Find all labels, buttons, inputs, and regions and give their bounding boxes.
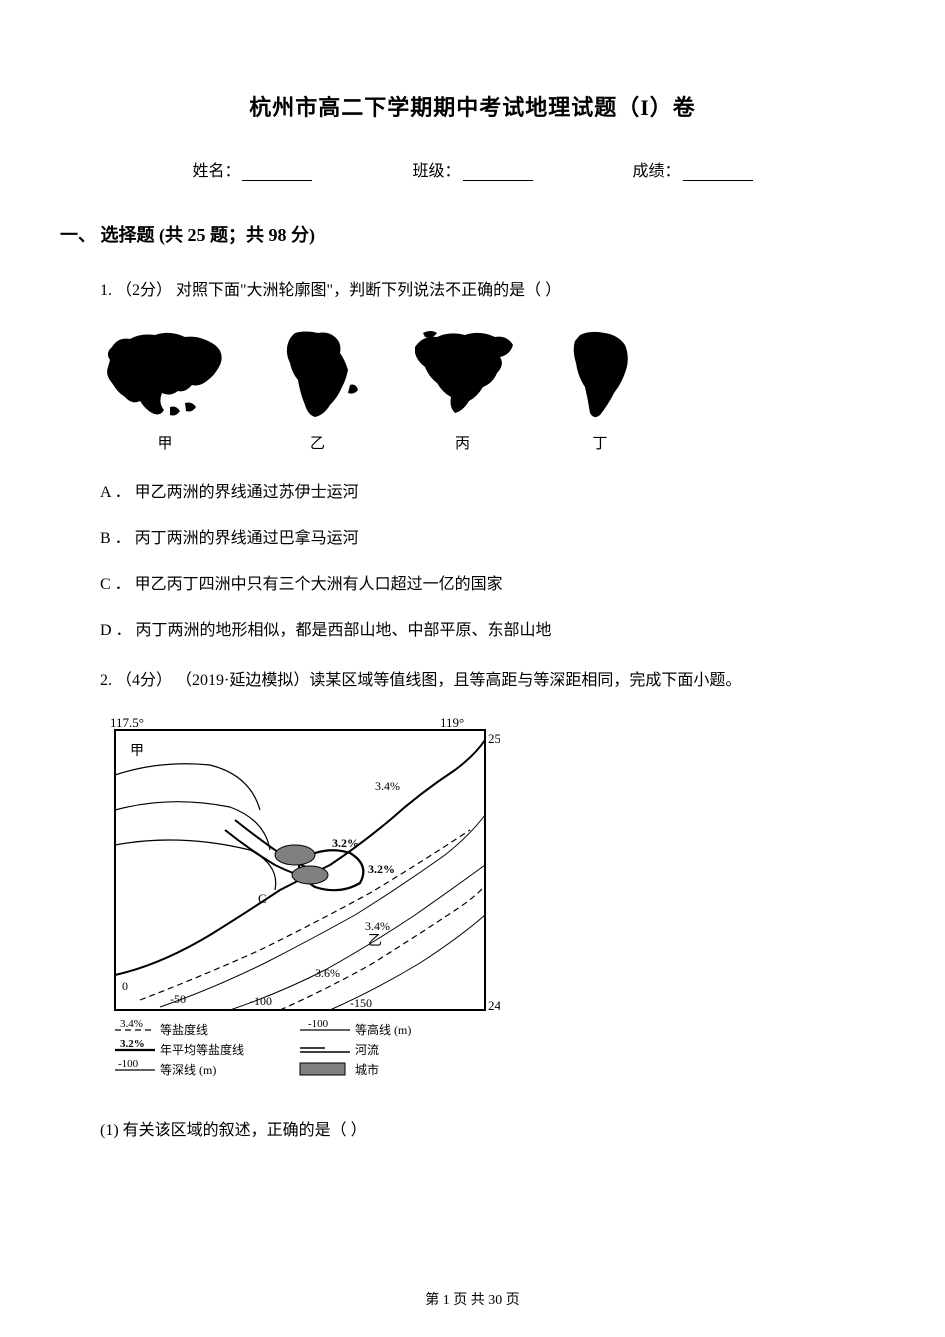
q2-map-figure: 117.5° 119° 25.5° 24° 甲 0 -50 -100 -150 … xyxy=(100,715,885,1097)
map-depth-100: -100 xyxy=(250,994,272,1008)
page-title: 杭州市高二下学期期中考试地理试题（I）卷 xyxy=(60,90,885,122)
map-depth-50: -50 xyxy=(170,992,186,1006)
q1-option-d: D ． 丙丁两洲的地形相似，都是西部山地、中部平原、东部山地 xyxy=(100,615,885,647)
q1-option-a: A ． 甲乙两洲的界线通过苏伊士运河 xyxy=(100,477,885,509)
label-ding: 丁 xyxy=(560,429,640,459)
q1-option-b: B ． 丙丁两洲的界线通过巴拿马运河 xyxy=(100,523,885,555)
map-depth-150: -150 xyxy=(350,996,372,1010)
label-bing: 丙 xyxy=(405,429,520,459)
class-field: 班级： xyxy=(412,157,532,181)
map-lon-left: 117.5° xyxy=(110,715,144,730)
continent-jia: 甲 xyxy=(100,325,230,459)
label-yi: 乙 xyxy=(270,429,365,459)
map-lat-bottom: 24° xyxy=(488,998,500,1013)
north-america-silhouette-icon xyxy=(405,325,520,425)
footer-pre: 第 xyxy=(425,1293,443,1308)
name-field: 姓名： xyxy=(192,157,312,181)
class-blank xyxy=(463,163,533,181)
score-label: 成绩： xyxy=(633,157,681,181)
legend-annual-sal: 年平均等盐度线 xyxy=(160,1042,244,1057)
legend-100b-val: -100 xyxy=(118,1058,139,1070)
legend-salinity: 等盐度线 xyxy=(160,1022,208,1037)
map-sal-34a: 3.4% xyxy=(375,779,400,793)
q1-option-c: C ． 甲乙丙丁四洲中只有三个大洲有人口超过一亿的国家 xyxy=(100,569,885,601)
q2-sub1: (1) 有关该区域的叙述，正确的是（ ） xyxy=(100,1115,885,1147)
map-sal-36: 3.6% xyxy=(315,966,340,980)
info-row: 姓名： 班级： 成绩： xyxy=(60,157,885,181)
question-1: 1. （2分） 对照下面"大洲轮廓图"，判断下列说法不正确的是（ ） 甲 乙 丙 xyxy=(100,275,885,647)
continent-yi: 乙 xyxy=(270,325,365,459)
legend-100a-val: -100 xyxy=(308,1018,329,1030)
legend-32-val: 3.2% xyxy=(120,1038,145,1050)
name-label: 姓名： xyxy=(192,157,240,181)
map-label-yi: 乙 xyxy=(368,933,382,949)
score-field: 成绩： xyxy=(633,157,753,181)
class-label: 班级： xyxy=(412,157,460,181)
map-sal-32a: 3.2% xyxy=(332,836,359,850)
map-coast-0: 0 xyxy=(122,979,128,993)
footer-total: 30 xyxy=(488,1293,502,1308)
africa-silhouette-icon xyxy=(270,325,365,425)
legend-depth: 等深线 (m) xyxy=(160,1063,216,1077)
legend-river: 河流 xyxy=(355,1043,379,1057)
footer-mid: 页 共 xyxy=(450,1293,489,1308)
map-sal-34b: 3.4% xyxy=(365,919,390,933)
footer-cur: 1 xyxy=(443,1293,450,1308)
map-label-c: C xyxy=(258,891,267,906)
map-label-jia: 甲 xyxy=(130,744,144,759)
score-blank xyxy=(683,163,753,181)
contour-map-icon: 117.5° 119° 25.5° 24° 甲 0 -50 -100 -150 … xyxy=(100,715,500,1085)
footer-post: 页 xyxy=(502,1293,520,1308)
continent-ding: 丁 xyxy=(560,325,640,459)
legend-contour-h: 等高线 (m) xyxy=(355,1022,411,1037)
map-lat-top: 25.5° xyxy=(488,731,500,746)
legend-34-val: 3.4% xyxy=(120,1018,143,1030)
name-blank xyxy=(242,163,312,181)
question-2: 2. （4分） （2019·延边模拟）读某区域等值线图，且等高距与等深距相同，完… xyxy=(100,665,885,1147)
map-lon-right: 119° xyxy=(440,715,464,730)
label-jia: 甲 xyxy=(100,429,230,459)
asia-silhouette-icon xyxy=(100,325,230,425)
continent-bing: 丙 xyxy=(405,325,520,459)
q2-stem: 2. （4分） （2019·延边模拟）读某区域等值线图，且等高距与等深距相同，完… xyxy=(100,665,885,697)
legend-city: 城市 xyxy=(355,1062,379,1077)
south-america-silhouette-icon xyxy=(560,325,640,425)
section-heading: 一、 选择题 (共 25 题；共 98 分) xyxy=(60,221,885,247)
map-legend: 3.4% 等盐度线 -100 等高线 (m) 3.2% 年平均等盐度线 河流 -… xyxy=(115,1018,411,1077)
map-sal-32b: 3.2% xyxy=(368,862,395,876)
continent-row: 甲 乙 丙 丁 xyxy=(100,325,885,459)
page-footer: 第 1 页 共 30 页 xyxy=(0,1289,945,1309)
q1-stem: 1. （2分） 对照下面"大洲轮廓图"，判断下列说法不正确的是（ ） xyxy=(100,275,885,307)
